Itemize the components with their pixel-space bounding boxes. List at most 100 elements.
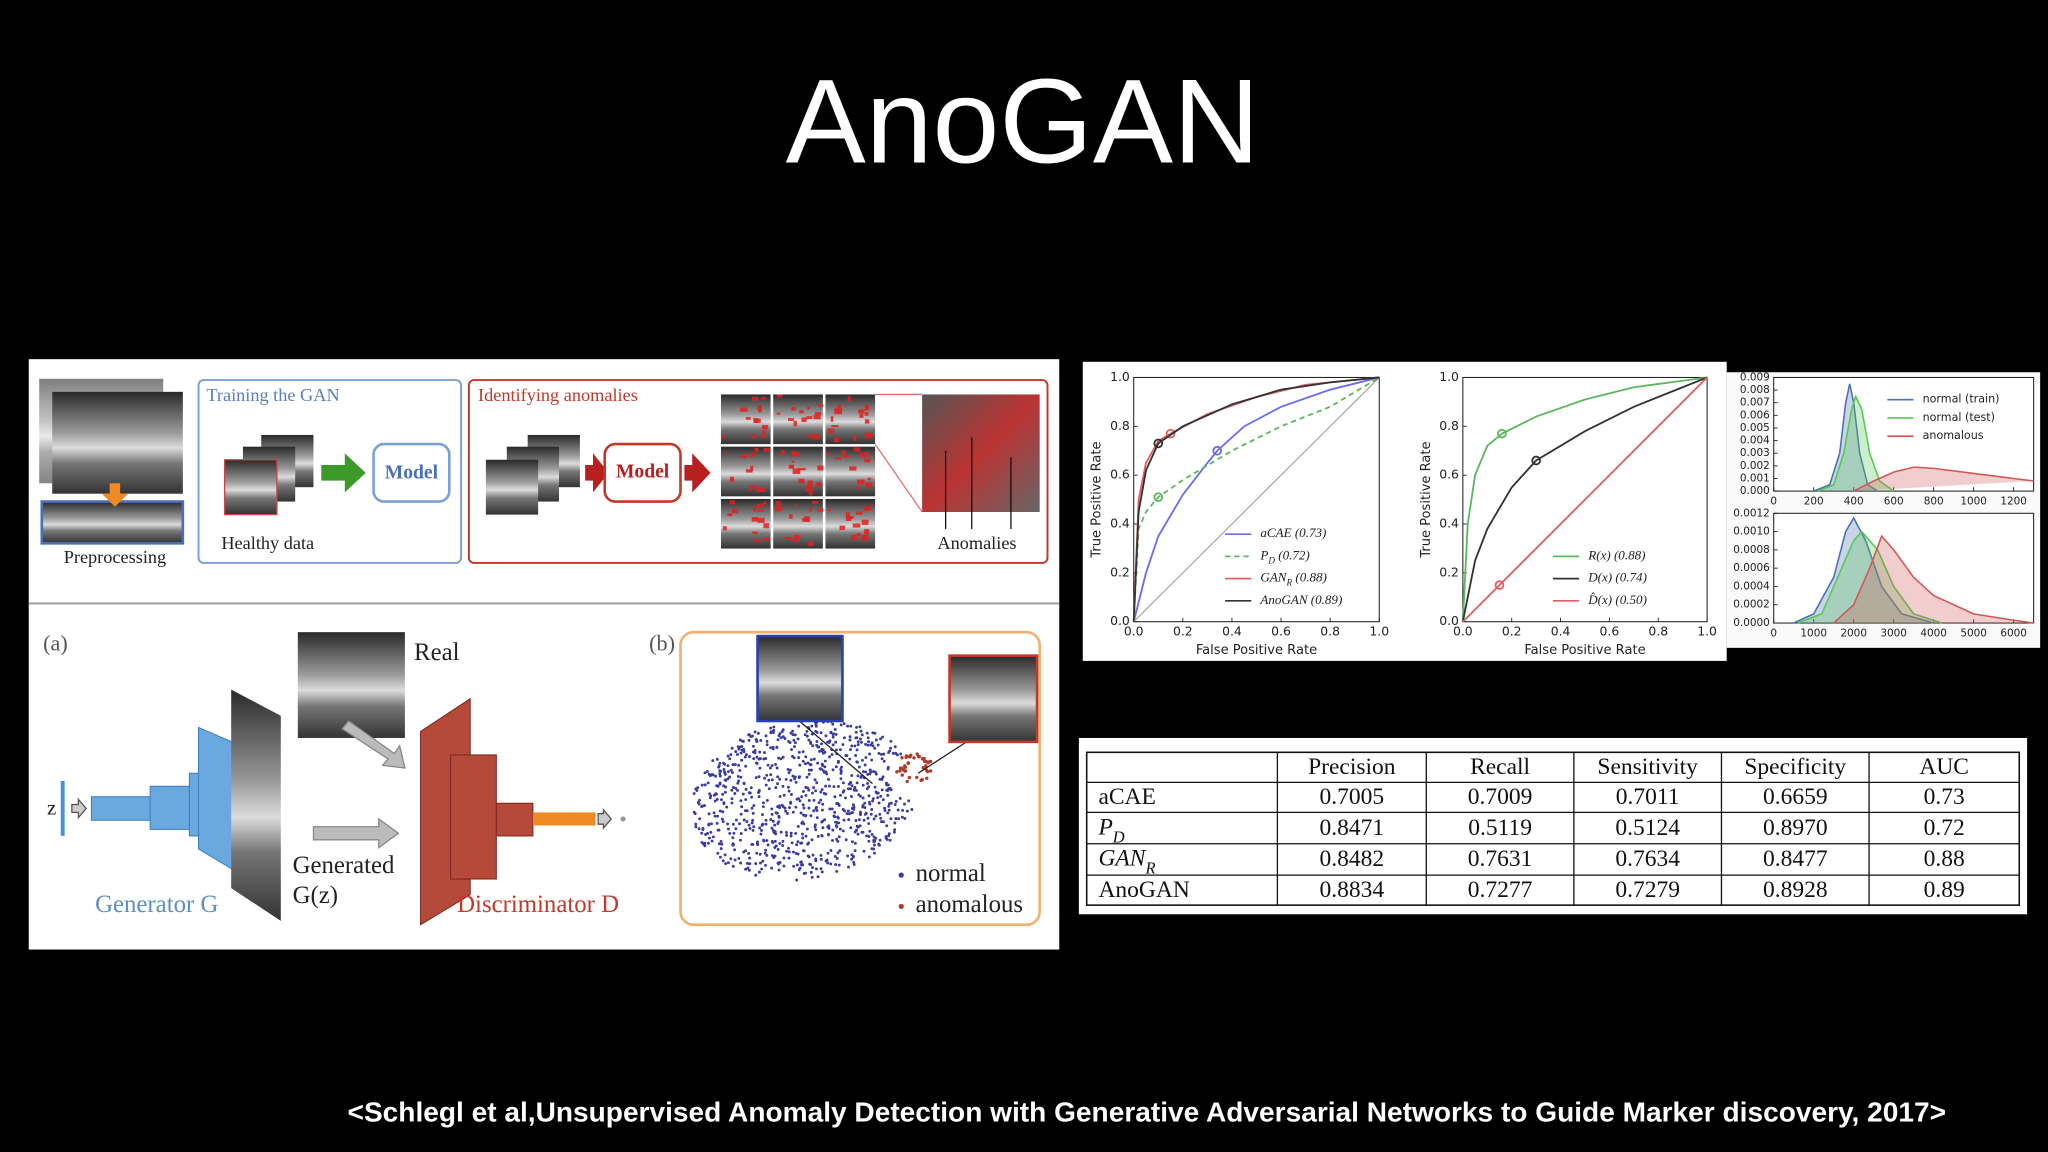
table-cell: 0.89	[1924, 877, 1965, 903]
point	[898, 796, 902, 800]
point	[818, 749, 822, 753]
speckle	[774, 506, 782, 512]
point	[778, 861, 782, 864]
arrow	[71, 797, 88, 820]
point	[789, 731, 793, 735]
operating-point	[1212, 445, 1223, 456]
speckle	[808, 506, 812, 512]
point	[893, 828, 897, 832]
point	[885, 783, 889, 787]
point	[753, 751, 757, 755]
point	[761, 813, 764, 817]
point	[867, 834, 871, 838]
point	[758, 766, 762, 770]
y-tick-label: 0.0006	[1733, 562, 1770, 574]
point	[846, 809, 850, 813]
speckle	[805, 485, 813, 492]
point	[895, 770, 899, 774]
point	[752, 804, 756, 808]
point	[871, 797, 875, 801]
point	[772, 728, 776, 732]
point	[852, 860, 856, 864]
speckle	[776, 412, 781, 415]
point	[711, 835, 715, 839]
point	[718, 855, 722, 859]
table-header: Recall	[1470, 754, 1530, 780]
point	[893, 821, 897, 825]
point	[721, 820, 725, 824]
point	[861, 770, 865, 774]
point	[836, 785, 840, 788]
point	[833, 810, 837, 814]
speckle	[729, 500, 735, 505]
speckle	[763, 447, 771, 453]
point	[868, 768, 872, 772]
point	[770, 866, 774, 870]
y-tick-label: 0.003	[1740, 447, 1770, 459]
point	[887, 804, 891, 808]
point	[801, 832, 804, 836]
point	[703, 783, 707, 787]
point	[828, 807, 832, 811]
speckle	[827, 428, 835, 434]
point	[910, 808, 914, 811]
point	[739, 799, 743, 803]
output-dot	[620, 816, 626, 822]
point	[804, 785, 808, 789]
model-box	[372, 442, 451, 503]
point	[796, 840, 800, 844]
point	[791, 729, 795, 733]
speckle	[851, 534, 858, 541]
arrow	[597, 808, 613, 830]
point	[855, 748, 859, 752]
speckle	[858, 409, 865, 413]
point	[841, 808, 845, 811]
point	[836, 851, 840, 855]
point	[877, 801, 881, 805]
x-tick-label: 0.0	[1453, 624, 1473, 639]
x-tick-label: 1000	[1960, 496, 1987, 508]
point	[714, 774, 718, 778]
generator	[90, 726, 239, 874]
point	[811, 791, 814, 795]
point	[778, 794, 782, 798]
point	[720, 798, 723, 802]
legend-label: GANR (0.88)	[1260, 570, 1326, 588]
point	[814, 724, 818, 728]
point	[723, 853, 727, 857]
point	[785, 812, 789, 815]
point	[881, 798, 885, 802]
operating-point	[1494, 580, 1505, 590]
point	[900, 756, 904, 760]
point	[853, 841, 857, 845]
point	[873, 731, 877, 735]
point	[817, 745, 821, 749]
point	[835, 802, 839, 805]
point	[755, 762, 759, 765]
x-tick-label: 0.4	[1551, 624, 1571, 639]
speckle	[727, 513, 733, 517]
point	[866, 743, 870, 747]
speckle	[795, 452, 800, 457]
point	[760, 867, 764, 871]
x-tick-label: 0	[1770, 496, 1777, 508]
point	[900, 815, 904, 819]
table-header: AUC	[1919, 754, 1969, 780]
point	[692, 792, 696, 795]
point	[730, 801, 734, 805]
point	[878, 777, 882, 781]
speckle	[762, 537, 771, 541]
point	[726, 764, 730, 768]
point	[812, 809, 816, 813]
point	[872, 835, 876, 839]
point	[872, 770, 875, 773]
point	[710, 839, 714, 843]
speckle	[787, 418, 794, 421]
point	[740, 758, 744, 762]
point	[721, 792, 725, 796]
point	[700, 783, 704, 787]
point	[824, 734, 828, 738]
point	[787, 771, 791, 775]
table-panel	[1078, 737, 2028, 915]
point	[776, 782, 779, 786]
